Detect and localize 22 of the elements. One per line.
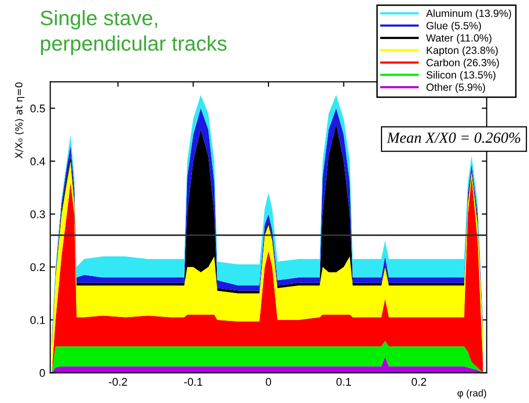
legend-label: Other (5.9%) — [426, 83, 485, 93]
y-tick-label: 0.5 — [30, 104, 45, 112]
y-tick-label: 0.4 — [30, 157, 46, 166]
legend-label: Aluminum (13.9%) — [426, 9, 512, 20]
legend-label: Glue (5.5%) — [426, 22, 481, 32]
x-tick-label: -0.1 — [184, 378, 202, 386]
x-axis-title: φ (rad) — [458, 389, 486, 398]
y-axis-title: X/X₀ (%) at η=0 — [14, 82, 24, 158]
chart-title: Single stave, perpendicular tracks — [40, 10, 227, 55]
y-tick-label: 0.2 — [30, 263, 45, 272]
y-tick-label: 0.1 — [30, 316, 45, 324]
legend-label: Silicon (13.5%) — [426, 70, 496, 81]
x-tick-label: 0 — [266, 378, 272, 386]
x-tick-label: -0.2 — [108, 378, 127, 386]
x-tick-label: 0.1 — [336, 378, 351, 386]
legend-label: Water (11.0%) — [426, 34, 492, 44]
legend-label: Kapton (23.8%) — [426, 46, 498, 56]
y-tick-label: 0.3 — [30, 210, 45, 218]
annotation: Mean X/X0 = 0.260% — [386, 132, 520, 143]
x-tick-label: 0.2 — [412, 378, 426, 386]
legend-label: Carbon (26.3%) — [426, 58, 499, 68]
y-tick-label: 0 — [40, 369, 45, 377]
